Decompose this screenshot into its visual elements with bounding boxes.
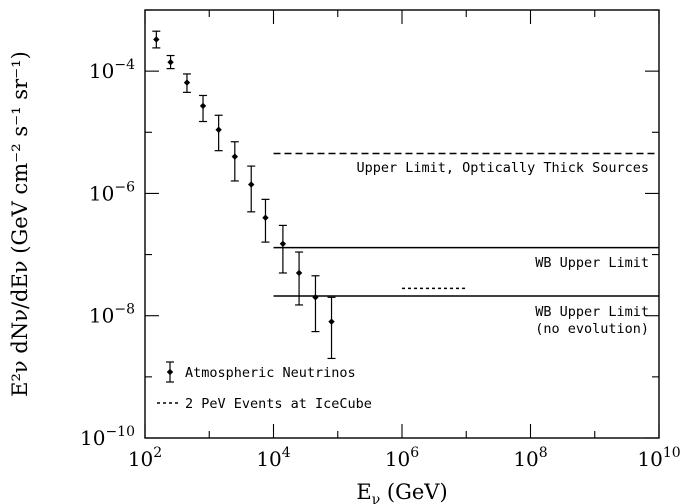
axis-labels: Eν (GeV) E²ν dNν/dEν (GeV cm⁻² s⁻¹ sr⁻¹) — [8, 51, 448, 504]
x-tick-label: 108 — [513, 445, 547, 471]
data-point — [247, 165, 256, 213]
errorbar — [230, 141, 239, 182]
point-marker — [153, 36, 160, 43]
point-marker — [215, 126, 222, 133]
point-marker — [262, 214, 269, 221]
x-tick-label: 106 — [385, 445, 419, 471]
point-marker — [279, 240, 287, 248]
legend: Atmospheric Neutrinos 2 PeV Events at Ice… — [157, 361, 372, 412]
legend-label: Atmospheric Neutrinos — [185, 365, 356, 381]
errorbar — [214, 114, 223, 152]
point-marker — [328, 318, 335, 325]
data-point — [166, 54, 175, 70]
data-point — [214, 114, 223, 152]
errorbar — [278, 224, 287, 274]
data-point — [311, 275, 320, 333]
legend-marker — [166, 368, 174, 376]
errorbar — [327, 296, 336, 360]
y-tick-label: 10−10 — [80, 424, 135, 450]
data-point — [199, 94, 208, 123]
series-atmospheric-neutrinos — [152, 30, 336, 360]
data-point — [295, 251, 304, 306]
point-marker — [199, 102, 207, 110]
point-marker — [231, 153, 239, 160]
y-tick-label: 10−8 — [89, 302, 135, 328]
legend-label: 2 PeV Events at IceCube — [185, 396, 372, 412]
legend-entry: Atmospheric Neutrinos — [166, 361, 356, 383]
point-marker — [183, 79, 191, 86]
point-marker — [167, 59, 174, 66]
data-point — [278, 224, 287, 274]
point-marker — [248, 181, 255, 188]
axes: 102 104 106 108 1010 10−10 10−8 10−6 10−4 — [80, 9, 681, 471]
hline-upper-limit-optically-thick-sources-label: Upper Limit, Optically Thick Sources — [356, 160, 649, 176]
data-point — [327, 296, 336, 360]
x-axis-label: Eν (GeV) — [356, 480, 447, 504]
data-point — [261, 198, 270, 243]
data-point — [152, 30, 161, 49]
annotation-label: WB Upper Limit — [535, 304, 649, 320]
data-point — [182, 73, 191, 93]
errorbar — [247, 165, 256, 213]
y-axis-label: E²ν dNν/dEν (GeV cm⁻² s⁻¹ sr⁻¹) — [8, 51, 32, 397]
errorbar — [295, 251, 304, 306]
legend-entry: 2 PeV Events at IceCube — [157, 396, 372, 412]
x-tick-label: 104 — [256, 445, 290, 471]
x-tick-label: 102 — [128, 445, 162, 471]
point-marker — [312, 294, 319, 301]
x-tick-label: 1010 — [637, 445, 680, 471]
point-marker — [295, 269, 303, 277]
series-layer: Upper Limit, Optically Thick Sources WB U… — [152, 30, 659, 360]
y-tick-label: 10−6 — [89, 179, 135, 205]
annotation-label: (no evolution) — [535, 321, 649, 337]
hline-wb-upper-limit-label: WB Upper Limit — [535, 255, 649, 271]
errorbar — [311, 275, 320, 333]
data-point — [230, 141, 239, 182]
y-tick-label: 10−4 — [89, 57, 135, 83]
